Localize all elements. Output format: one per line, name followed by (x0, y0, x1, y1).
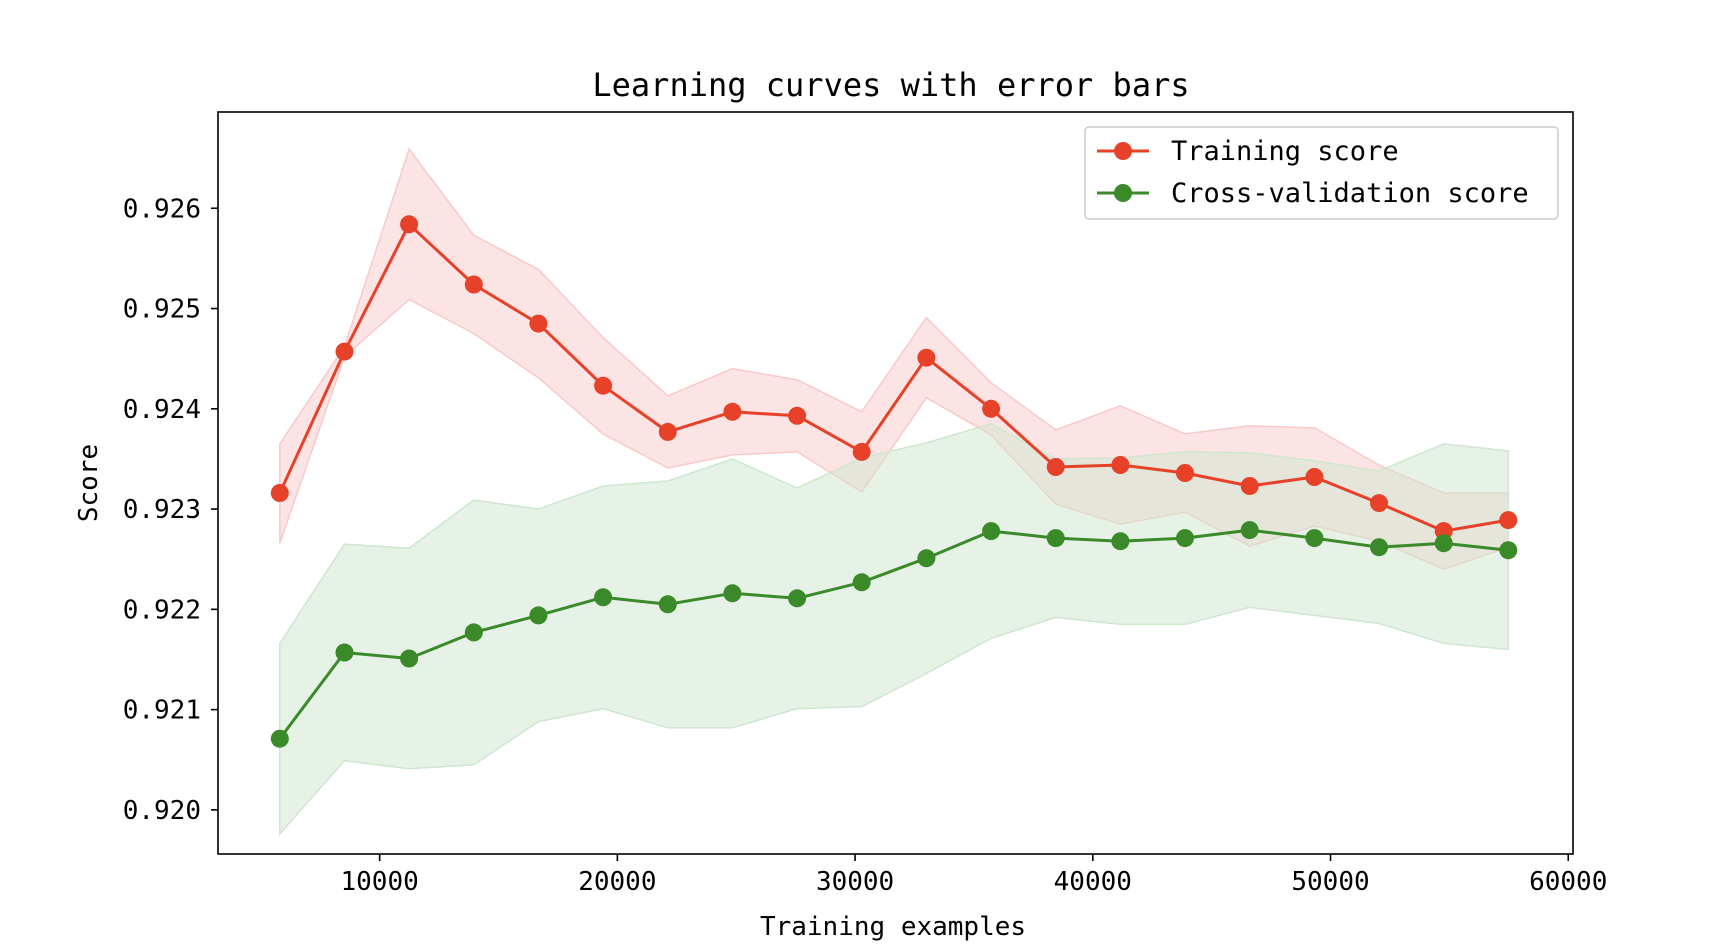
point-training-score (982, 399, 1001, 418)
point-cross-validation-score (1111, 532, 1130, 551)
point-training-score (335, 342, 354, 361)
point-training-score (1046, 458, 1065, 476)
legend-label-training: Training score (1171, 136, 1399, 167)
y-tick-label: 0.925 (123, 295, 201, 325)
y-tick-label: 0.920 (123, 796, 201, 826)
plot-frame (217, 111, 1574, 855)
point-training-score (852, 442, 871, 461)
x-tick-label: 60000 (1529, 867, 1607, 897)
point-cross-validation-score (917, 549, 936, 568)
x-axis-label: Training examples (760, 912, 1026, 942)
point-training-score (529, 314, 548, 333)
x-axis: 10000 20000 30000 40000 50000 60000 (341, 854, 1607, 897)
x-tick-label: 50000 (1291, 867, 1369, 897)
x-tick-label: 20000 (578, 867, 656, 897)
point-training-score (658, 422, 677, 441)
y-axis-label: Score (74, 444, 104, 522)
legend-label-cross-validation: Cross-validation score (1171, 178, 1529, 209)
point-cross-validation-score (400, 649, 419, 668)
point-cross-validation-score (788, 589, 807, 608)
legend-marker-training (1114, 142, 1132, 160)
point-training-score (917, 348, 936, 367)
point-training-score (594, 376, 613, 395)
point-training-score (1176, 464, 1194, 482)
y-tick-label: 0.922 (123, 595, 201, 625)
y-axis: 0.920 0.921 0.922 0.923 0.924 0.925 0.926 (123, 194, 218, 826)
legend-box (1084, 126, 1559, 220)
point-cross-validation-score (723, 584, 742, 603)
point-cross-validation-score (1176, 529, 1194, 548)
line-cross-validation-score (278, 528, 1509, 740)
y-tick-label: 0.926 (123, 194, 201, 224)
point-training-score (400, 215, 419, 234)
point-training-score (1240, 477, 1259, 495)
point-cross-validation-score (1499, 541, 1518, 560)
point-cross-validation-score (529, 606, 548, 625)
line-training-score (278, 222, 1509, 533)
y-tick-label: 0.923 (123, 495, 201, 525)
x-tick-label: 10000 (341, 867, 419, 897)
series-points (270, 215, 1518, 748)
point-cross-validation-score (982, 522, 1001, 541)
point-training-score (1111, 456, 1130, 474)
point-cross-validation-score (594, 588, 613, 607)
point-cross-validation-score (270, 729, 289, 748)
series-lines (278, 222, 1509, 740)
point-cross-validation-score (464, 623, 483, 642)
point-cross-validation-score (852, 573, 871, 592)
point-cross-validation-score (1370, 538, 1388, 557)
point-cross-validation-score (1434, 534, 1453, 553)
point-cross-validation-score (658, 595, 677, 614)
point-training-score (1370, 494, 1388, 513)
y-tick-label: 0.921 (123, 696, 201, 726)
point-training-score (1499, 511, 1518, 530)
point-training-score (1305, 468, 1324, 486)
x-tick-label: 40000 (1054, 867, 1132, 897)
point-cross-validation-score (335, 643, 354, 662)
legend: Training score Cross-validation score (1084, 126, 1559, 220)
point-cross-validation-score (1046, 529, 1065, 548)
point-cross-validation-score (1305, 529, 1324, 548)
point-training-score (270, 484, 289, 502)
y-tick-label: 0.924 (123, 395, 201, 425)
band-cross-validation-score (279, 422, 1510, 836)
point-cross-validation-score (1240, 521, 1259, 540)
point-training-score (723, 402, 742, 421)
chart-title: Learning curves with error bars (592, 66, 1189, 104)
point-training-score (464, 275, 483, 294)
x-tick-label: 30000 (816, 867, 894, 897)
point-training-score (788, 406, 807, 425)
legend-marker-cross-validation (1114, 184, 1132, 202)
